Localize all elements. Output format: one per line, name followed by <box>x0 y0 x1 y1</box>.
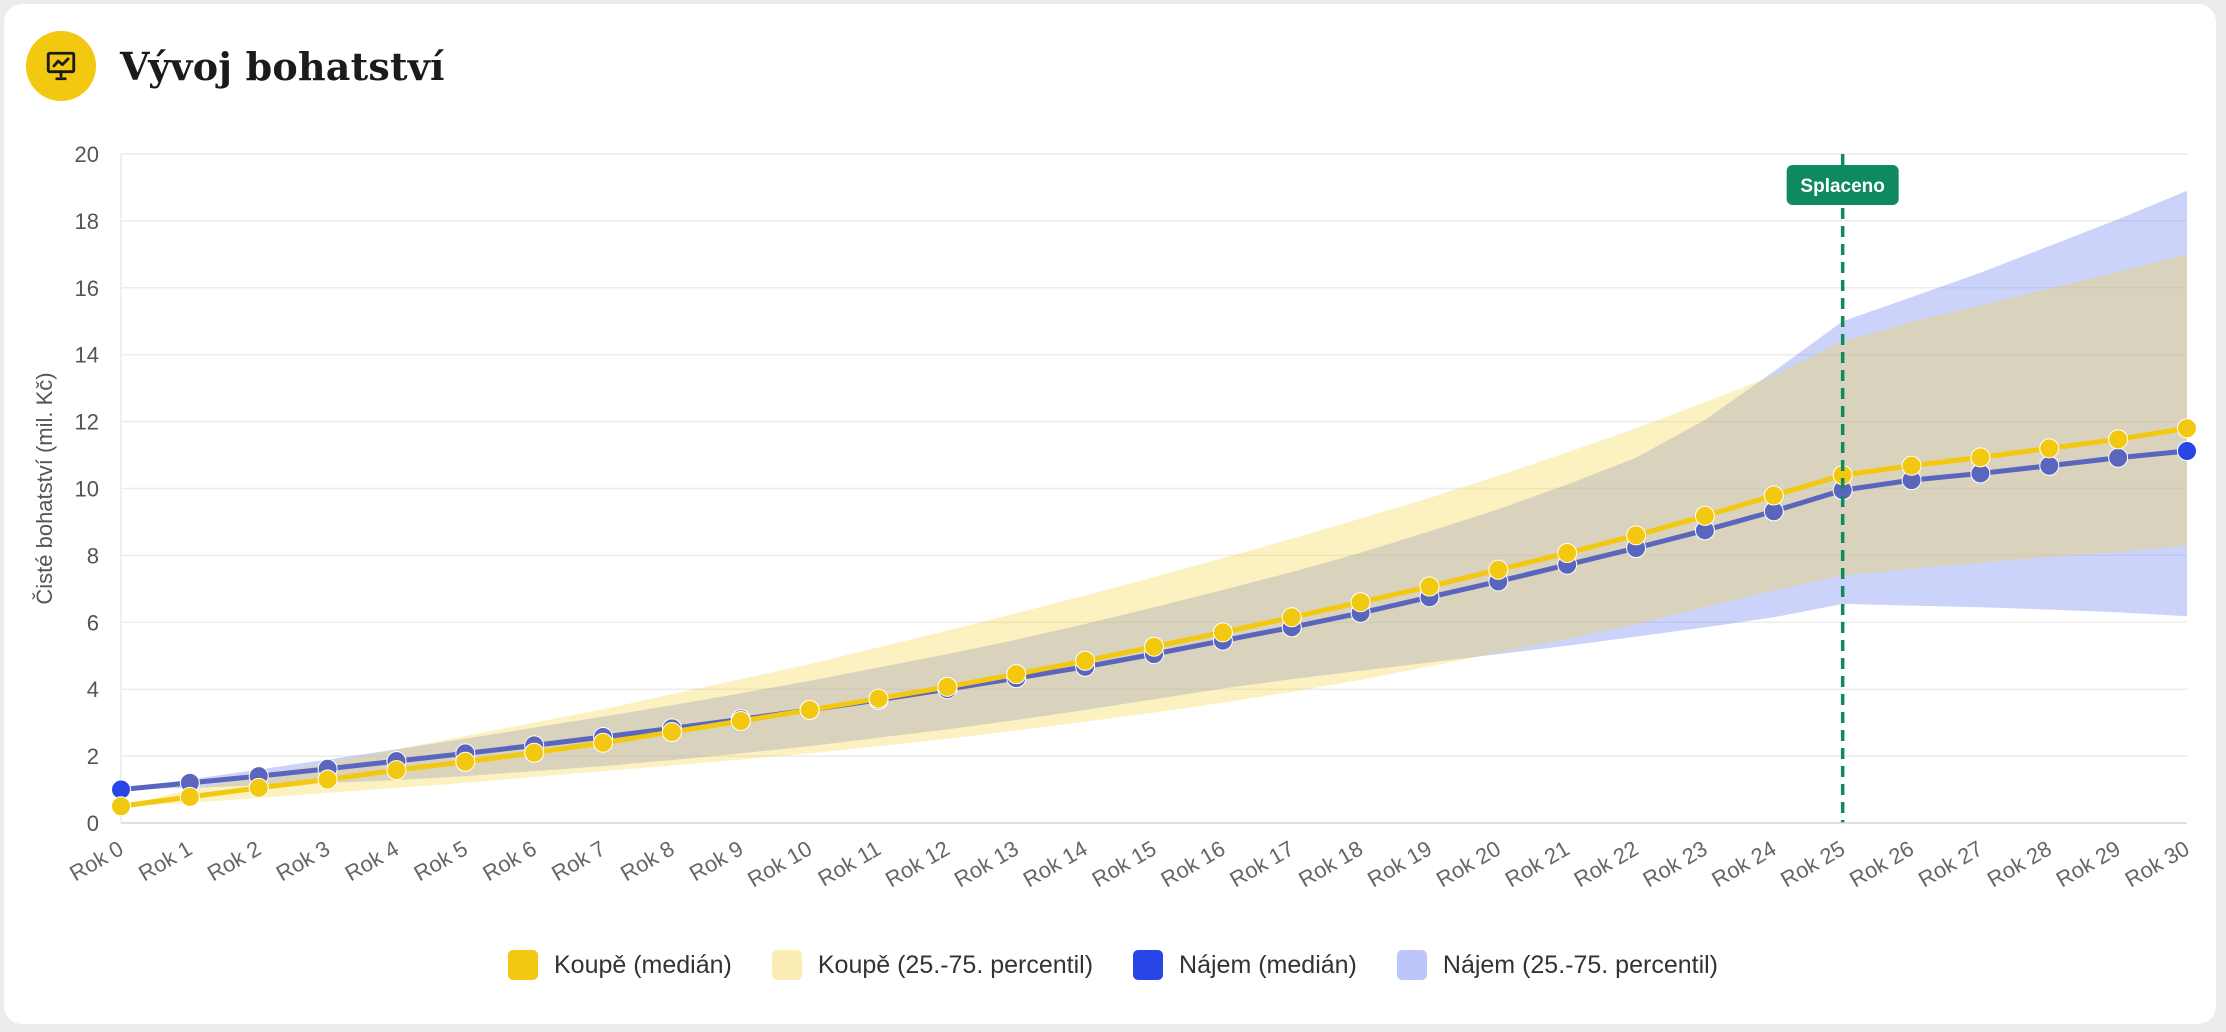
legend-item[interactable]: Nájem (25.-75. percentil) <box>1396 950 1719 980</box>
buy-median-point <box>179 786 200 807</box>
x-tick-label: Rok 22 <box>1570 836 1643 893</box>
page-title: Vývoj bohatství <box>120 43 445 89</box>
card-header: Vývoj bohatství <box>26 30 445 102</box>
x-tick-label: Rok 10 <box>743 836 816 893</box>
buy-median-point <box>730 710 751 731</box>
buy-median-point <box>1488 559 1509 580</box>
legend-label: Koupě (25.-75. percentil) <box>817 950 1094 979</box>
x-tick-label: Rok 26 <box>1845 836 1918 893</box>
x-tick-label: Rok 21 <box>1501 836 1574 893</box>
x-tick-label: Rok 0 <box>65 836 127 886</box>
buy-median-point <box>1144 636 1164 657</box>
y-tick-label: 20 <box>75 142 99 167</box>
rent-median-point <box>2039 455 2060 476</box>
x-tick-label: Rok 4 <box>341 836 403 886</box>
buy-median-point <box>1350 592 1371 613</box>
y-tick-label: 16 <box>75 276 99 301</box>
wealth-chart: 0 2 4 6 8 10 12 14 16 18 20 Čisté bohatství (mil. K… <box>32 142 2197 893</box>
legend-swatch <box>1396 950 1427 980</box>
buy-median-point <box>1212 622 1233 643</box>
buy-median-point <box>317 769 338 790</box>
x-tick-label: Rok 29 <box>2052 836 2125 893</box>
buy-median-point <box>248 777 269 798</box>
legend-swatch <box>771 950 802 980</box>
rent-median-point <box>2177 441 2197 462</box>
buy-median-point <box>1763 485 1784 506</box>
presentation-chart-icon <box>26 31 96 101</box>
buy-median-point <box>593 732 614 753</box>
rent-median-point <box>111 779 131 800</box>
legend-swatch <box>1133 950 1164 980</box>
x-tick-label: Rok 28 <box>1983 836 2056 893</box>
y-tick-label: 0 <box>87 811 99 836</box>
buy-median-point <box>1557 543 1578 564</box>
y-tick-label: 10 <box>75 477 99 502</box>
y-tick-label: 14 <box>75 343 99 368</box>
buy-median-point <box>2039 438 2060 459</box>
y-tick-label: 2 <box>87 744 99 769</box>
buy-percentile-band <box>121 254 2187 807</box>
splaceno-label-box <box>1786 165 1899 205</box>
x-tick-label: Rok 9 <box>685 836 747 886</box>
buy-median-point <box>2108 429 2129 450</box>
buy-median-point <box>1694 505 1715 526</box>
legend-swatch <box>507 950 538 980</box>
x-tick-label: Rok 13 <box>950 836 1023 893</box>
buy-median-point <box>1626 525 1647 546</box>
buy-median-point <box>661 722 682 743</box>
x-tick-label: Rok 18 <box>1294 836 1367 893</box>
legend-label: Nájem (medián) <box>1179 950 1357 979</box>
legend-label: Koupě (medián) <box>553 950 732 979</box>
x-tick-label: Rok 19 <box>1363 836 1436 893</box>
x-tick-label: Rok 14 <box>1019 836 1092 893</box>
x-tick-label: Rok 20 <box>1432 836 1505 893</box>
buy-median-point <box>1075 650 1096 671</box>
buy-median-point <box>386 760 407 781</box>
legend-item[interactable]: Koupě (medián) <box>507 950 732 980</box>
buy-median-point <box>1419 576 1440 597</box>
splaceno-label: Splaceno <box>1800 176 1884 197</box>
x-tick-label: Rok 11 <box>814 836 885 892</box>
buy-median-point <box>937 676 958 697</box>
x-tick-label: Rok 6 <box>478 836 540 886</box>
x-tick-label: Rok 25 <box>1776 836 1849 893</box>
buy-median-point <box>1901 455 1922 476</box>
buy-median-point <box>2177 418 2197 439</box>
legend-item[interactable]: Koupě (25.-75. percentil) <box>771 950 1094 980</box>
buy-median-point <box>1970 447 1991 468</box>
x-tick-label: Rok 12 <box>881 836 954 893</box>
x-tick-label: Rok 24 <box>1707 836 1780 893</box>
buy-median-point <box>1281 607 1302 628</box>
buy-median-point <box>524 742 545 763</box>
buy-median-point <box>799 699 820 720</box>
y-tick-label: 12 <box>75 410 99 435</box>
y-tick-label: 6 <box>87 610 99 635</box>
x-tick-label: Rok 7 <box>547 836 609 886</box>
y-tick-label: 18 <box>75 209 99 234</box>
x-tick-label: Rok 15 <box>1088 836 1161 893</box>
y-axis-label: Čisté bohatství (mil. Kč) <box>32 372 57 604</box>
x-tick-label: Rok 1 <box>134 836 196 886</box>
legend-item[interactable]: Nájem (medián) <box>1133 950 1357 980</box>
y-tick-label: 4 <box>87 677 99 702</box>
x-tick-label: Rok 30 <box>2121 836 2194 893</box>
buy-median-point <box>111 796 131 817</box>
buy-median-point <box>455 751 476 772</box>
x-tick-label: Rok 3 <box>272 836 334 886</box>
chart-legend: Koupě (medián) Koupě (25.-75. percentil) N… <box>0 950 2226 980</box>
buy-median-point <box>1006 664 1027 685</box>
x-tick-label: Rok 8 <box>616 836 678 886</box>
y-tick-label: 8 <box>87 543 99 568</box>
buy-median-point <box>868 688 889 709</box>
x-tick-label: Rok 2 <box>203 836 265 886</box>
x-tick-label: Rok 27 <box>1914 836 1987 893</box>
x-tick-label: Rok 23 <box>1639 836 1712 893</box>
x-tick-label: Rok 5 <box>410 836 472 886</box>
rent-median-point <box>2108 447 2129 468</box>
x-tick-label: Rok 17 <box>1225 836 1298 893</box>
legend-label: Nájem (25.-75. percentil) <box>1442 950 1719 979</box>
x-tick-label: Rok 16 <box>1156 836 1229 893</box>
